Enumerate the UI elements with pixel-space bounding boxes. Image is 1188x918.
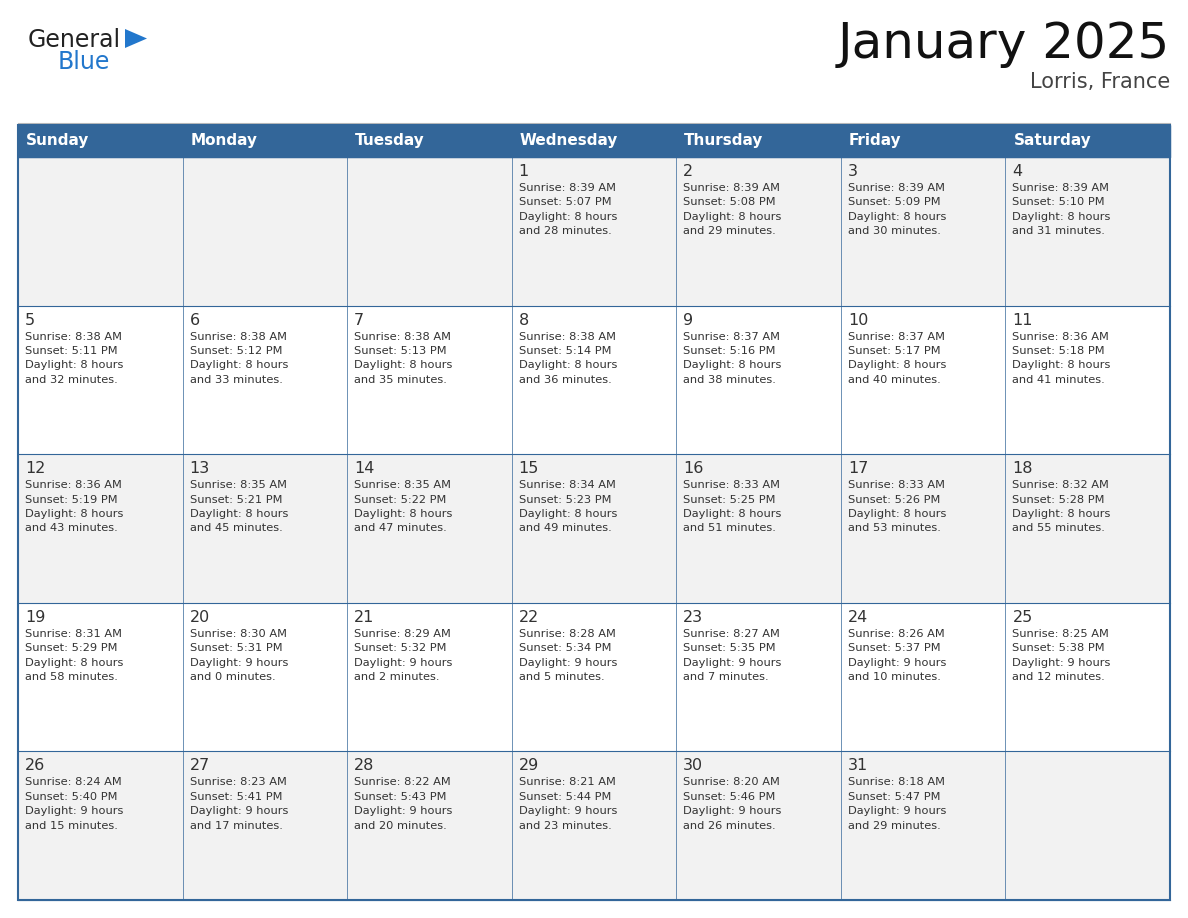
Text: 19: 19: [25, 610, 45, 625]
Text: 24: 24: [848, 610, 868, 625]
Text: Sunrise: 8:23 AM
Sunset: 5:41 PM
Daylight: 9 hours
and 17 minutes.: Sunrise: 8:23 AM Sunset: 5:41 PM Dayligh…: [190, 778, 287, 831]
Bar: [347, 125, 512, 157]
Text: Sunrise: 8:18 AM
Sunset: 5:47 PM
Daylight: 9 hours
and 29 minutes.: Sunrise: 8:18 AM Sunset: 5:47 PM Dayligh…: [848, 778, 946, 831]
Bar: [183, 125, 347, 157]
Text: Sunrise: 8:39 AM
Sunset: 5:10 PM
Daylight: 8 hours
and 31 minutes.: Sunrise: 8:39 AM Sunset: 5:10 PM Dayligh…: [1012, 183, 1111, 236]
Text: 26: 26: [25, 758, 45, 773]
Text: 27: 27: [190, 758, 210, 773]
Text: 8: 8: [519, 313, 529, 328]
Text: Friday: Friday: [849, 133, 902, 149]
Text: 5: 5: [25, 313, 36, 328]
Text: 4: 4: [1012, 164, 1023, 179]
Text: Sunrise: 8:36 AM
Sunset: 5:19 PM
Daylight: 8 hours
and 43 minutes.: Sunrise: 8:36 AM Sunset: 5:19 PM Dayligh…: [25, 480, 124, 533]
Text: General: General: [29, 28, 121, 52]
Bar: [18, 157, 1170, 306]
Text: Sunrise: 8:21 AM
Sunset: 5:44 PM
Daylight: 9 hours
and 23 minutes.: Sunrise: 8:21 AM Sunset: 5:44 PM Dayligh…: [519, 778, 617, 831]
Bar: [18, 603, 1170, 752]
Text: 16: 16: [683, 461, 703, 476]
Text: 9: 9: [683, 313, 694, 328]
Text: Sunrise: 8:27 AM
Sunset: 5:35 PM
Daylight: 9 hours
and 7 minutes.: Sunrise: 8:27 AM Sunset: 5:35 PM Dayligh…: [683, 629, 782, 682]
Text: Sunrise: 8:26 AM
Sunset: 5:37 PM
Daylight: 9 hours
and 10 minutes.: Sunrise: 8:26 AM Sunset: 5:37 PM Dayligh…: [848, 629, 946, 682]
Bar: [676, 125, 841, 157]
Text: 21: 21: [354, 610, 374, 625]
Text: 18: 18: [1012, 461, 1032, 476]
Text: January 2025: January 2025: [838, 20, 1170, 68]
Text: Sunrise: 8:28 AM
Sunset: 5:34 PM
Daylight: 9 hours
and 5 minutes.: Sunrise: 8:28 AM Sunset: 5:34 PM Dayligh…: [519, 629, 617, 682]
Text: Sunrise: 8:39 AM
Sunset: 5:09 PM
Daylight: 8 hours
and 30 minutes.: Sunrise: 8:39 AM Sunset: 5:09 PM Dayligh…: [848, 183, 946, 236]
Text: Sunrise: 8:39 AM
Sunset: 5:07 PM
Daylight: 8 hours
and 28 minutes.: Sunrise: 8:39 AM Sunset: 5:07 PM Dayligh…: [519, 183, 617, 236]
Bar: [18, 306, 1170, 454]
Text: Lorris, France: Lorris, France: [1030, 72, 1170, 92]
Bar: [18, 454, 1170, 603]
Text: 20: 20: [190, 610, 210, 625]
Text: 11: 11: [1012, 313, 1032, 328]
Text: Sunrise: 8:33 AM
Sunset: 5:25 PM
Daylight: 8 hours
and 51 minutes.: Sunrise: 8:33 AM Sunset: 5:25 PM Dayligh…: [683, 480, 782, 533]
Text: Wednesday: Wednesday: [519, 133, 618, 149]
Text: Sunrise: 8:37 AM
Sunset: 5:16 PM
Daylight: 8 hours
and 38 minutes.: Sunrise: 8:37 AM Sunset: 5:16 PM Dayligh…: [683, 331, 782, 385]
Text: Tuesday: Tuesday: [355, 133, 425, 149]
Text: 2: 2: [683, 164, 694, 179]
Text: 13: 13: [190, 461, 210, 476]
Text: 29: 29: [519, 758, 539, 773]
Text: 23: 23: [683, 610, 703, 625]
Bar: [512, 125, 676, 157]
Bar: [18, 125, 1170, 900]
Text: Sunrise: 8:22 AM
Sunset: 5:43 PM
Daylight: 9 hours
and 20 minutes.: Sunrise: 8:22 AM Sunset: 5:43 PM Dayligh…: [354, 778, 453, 831]
Text: Sunrise: 8:20 AM
Sunset: 5:46 PM
Daylight: 9 hours
and 26 minutes.: Sunrise: 8:20 AM Sunset: 5:46 PM Dayligh…: [683, 778, 782, 831]
Text: 28: 28: [354, 758, 374, 773]
Text: Thursday: Thursday: [684, 133, 764, 149]
Text: Monday: Monday: [190, 133, 258, 149]
Text: Sunrise: 8:35 AM
Sunset: 5:21 PM
Daylight: 8 hours
and 45 minutes.: Sunrise: 8:35 AM Sunset: 5:21 PM Dayligh…: [190, 480, 287, 533]
Text: Sunday: Sunday: [26, 133, 89, 149]
Text: 10: 10: [848, 313, 868, 328]
Text: 31: 31: [848, 758, 868, 773]
Text: Saturday: Saturday: [1013, 133, 1092, 149]
Text: Sunrise: 8:25 AM
Sunset: 5:38 PM
Daylight: 9 hours
and 12 minutes.: Sunrise: 8:25 AM Sunset: 5:38 PM Dayligh…: [1012, 629, 1111, 682]
Text: Sunrise: 8:38 AM
Sunset: 5:12 PM
Daylight: 8 hours
and 33 minutes.: Sunrise: 8:38 AM Sunset: 5:12 PM Dayligh…: [190, 331, 287, 385]
Bar: [18, 125, 183, 157]
Text: Sunrise: 8:37 AM
Sunset: 5:17 PM
Daylight: 8 hours
and 40 minutes.: Sunrise: 8:37 AM Sunset: 5:17 PM Dayligh…: [848, 331, 946, 385]
Polygon shape: [125, 29, 147, 48]
Text: Sunrise: 8:30 AM
Sunset: 5:31 PM
Daylight: 9 hours
and 0 minutes.: Sunrise: 8:30 AM Sunset: 5:31 PM Dayligh…: [190, 629, 287, 682]
Bar: [1005, 125, 1170, 157]
Text: Sunrise: 8:31 AM
Sunset: 5:29 PM
Daylight: 8 hours
and 58 minutes.: Sunrise: 8:31 AM Sunset: 5:29 PM Dayligh…: [25, 629, 124, 682]
Text: Sunrise: 8:36 AM
Sunset: 5:18 PM
Daylight: 8 hours
and 41 minutes.: Sunrise: 8:36 AM Sunset: 5:18 PM Dayligh…: [1012, 331, 1111, 385]
Bar: [18, 125, 1170, 157]
Text: 25: 25: [1012, 610, 1032, 625]
Text: Sunrise: 8:38 AM
Sunset: 5:11 PM
Daylight: 8 hours
and 32 minutes.: Sunrise: 8:38 AM Sunset: 5:11 PM Dayligh…: [25, 331, 124, 385]
Text: Sunrise: 8:29 AM
Sunset: 5:32 PM
Daylight: 9 hours
and 2 minutes.: Sunrise: 8:29 AM Sunset: 5:32 PM Dayligh…: [354, 629, 453, 682]
Text: 12: 12: [25, 461, 45, 476]
Text: 3: 3: [848, 164, 858, 179]
Text: 30: 30: [683, 758, 703, 773]
Text: Sunrise: 8:38 AM
Sunset: 5:14 PM
Daylight: 8 hours
and 36 minutes.: Sunrise: 8:38 AM Sunset: 5:14 PM Dayligh…: [519, 331, 617, 385]
Text: 14: 14: [354, 461, 374, 476]
Text: Sunrise: 8:33 AM
Sunset: 5:26 PM
Daylight: 8 hours
and 53 minutes.: Sunrise: 8:33 AM Sunset: 5:26 PM Dayligh…: [848, 480, 946, 533]
Text: Blue: Blue: [58, 50, 110, 74]
Text: Sunrise: 8:39 AM
Sunset: 5:08 PM
Daylight: 8 hours
and 29 minutes.: Sunrise: 8:39 AM Sunset: 5:08 PM Dayligh…: [683, 183, 782, 236]
Text: 7: 7: [354, 313, 365, 328]
Text: Sunrise: 8:34 AM
Sunset: 5:23 PM
Daylight: 8 hours
and 49 minutes.: Sunrise: 8:34 AM Sunset: 5:23 PM Dayligh…: [519, 480, 617, 533]
Text: Sunrise: 8:38 AM
Sunset: 5:13 PM
Daylight: 8 hours
and 35 minutes.: Sunrise: 8:38 AM Sunset: 5:13 PM Dayligh…: [354, 331, 453, 385]
Bar: [841, 125, 1005, 157]
Bar: [18, 752, 1170, 900]
Text: 1: 1: [519, 164, 529, 179]
Text: Sunrise: 8:32 AM
Sunset: 5:28 PM
Daylight: 8 hours
and 55 minutes.: Sunrise: 8:32 AM Sunset: 5:28 PM Dayligh…: [1012, 480, 1111, 533]
Text: 22: 22: [519, 610, 539, 625]
Text: Sunrise: 8:35 AM
Sunset: 5:22 PM
Daylight: 8 hours
and 47 minutes.: Sunrise: 8:35 AM Sunset: 5:22 PM Dayligh…: [354, 480, 453, 533]
Text: 6: 6: [190, 313, 200, 328]
Text: Sunrise: 8:24 AM
Sunset: 5:40 PM
Daylight: 9 hours
and 15 minutes.: Sunrise: 8:24 AM Sunset: 5:40 PM Dayligh…: [25, 778, 124, 831]
Text: 15: 15: [519, 461, 539, 476]
Text: 17: 17: [848, 461, 868, 476]
